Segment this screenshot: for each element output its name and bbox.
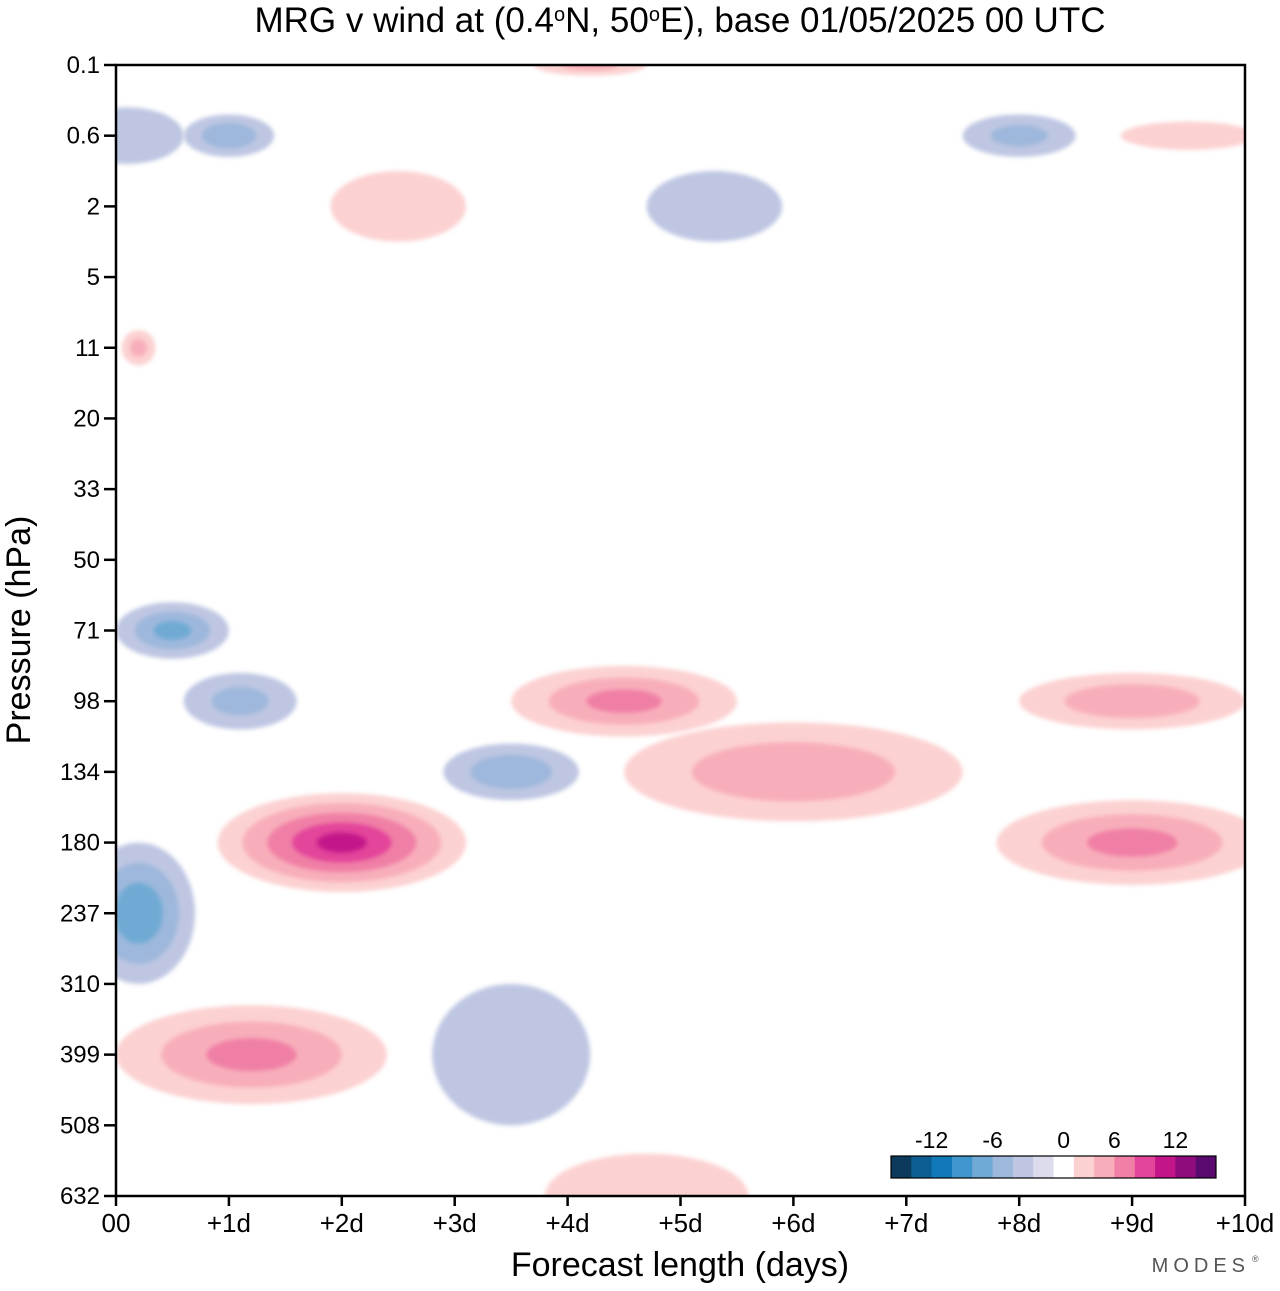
x-tick-label: +2d xyxy=(320,1208,364,1238)
x-axis-label: Forecast length (days) xyxy=(511,1246,849,1284)
y-tick-label: 0.1 xyxy=(67,52,100,79)
y-tick-label: 71 xyxy=(73,618,100,645)
contour-band xyxy=(211,687,269,716)
y-tick-label: 508 xyxy=(60,1112,100,1139)
colorbar-swatch xyxy=(972,1156,994,1178)
colorbar-swatch xyxy=(992,1156,1014,1178)
chart-title: MRG v wind at (0.4oN, 50oE), base 01/05/… xyxy=(254,1,1105,40)
colorbar-frame xyxy=(890,1155,1217,1179)
colorbar-swatch xyxy=(911,1156,933,1178)
y-tick-label: 5 xyxy=(87,264,100,291)
contour-band xyxy=(201,122,256,149)
colorbar-swatch xyxy=(1012,1156,1034,1178)
x-tick-label: +7d xyxy=(884,1208,928,1238)
contour-fill-layer xyxy=(116,65,1245,1196)
y-tick-label: 0.6 xyxy=(67,123,100,150)
x-tick-label: +10d xyxy=(1216,1208,1275,1238)
x-tick-label: +9d xyxy=(1110,1208,1154,1238)
y-tick-label: 632 xyxy=(60,1183,100,1210)
contour-band xyxy=(153,621,192,640)
colorbar-swatch xyxy=(1134,1156,1156,1178)
colorbar-swatch xyxy=(931,1156,953,1178)
contour-band xyxy=(330,171,466,242)
y-tick-label: 33 xyxy=(73,476,100,503)
y-tick-label: 11 xyxy=(75,335,100,362)
y-tick-label: 237 xyxy=(60,900,100,927)
x-tick-label: +8d xyxy=(997,1208,1041,1238)
x-tick-label: +1d xyxy=(207,1208,251,1238)
y-tick-label: 399 xyxy=(60,1042,100,1069)
colorbar-swatch xyxy=(1094,1156,1115,1178)
colorbar-swatch xyxy=(891,1156,912,1178)
y-tick-label: 310 xyxy=(60,971,100,998)
contour-band xyxy=(470,754,552,789)
brand-logo-text: MODES xyxy=(1152,1255,1250,1277)
colorbar-swatch xyxy=(1073,1156,1095,1178)
contour-band xyxy=(990,125,1048,147)
contour-band xyxy=(561,65,619,71)
contour-band xyxy=(116,882,163,944)
colorbar-tick-label: -6 xyxy=(982,1127,1002,1153)
contour-band xyxy=(116,107,184,164)
contour-band xyxy=(1064,684,1200,719)
contour-band xyxy=(646,171,783,242)
x-tick-label: 00 xyxy=(102,1208,131,1238)
colorbar-tick-label: -12 xyxy=(915,1127,948,1153)
brand-registered-mark: ® xyxy=(1252,1254,1259,1264)
y-axis-label: Pressure (hPa) xyxy=(0,516,38,745)
colorbar-tick-label: 6 xyxy=(1108,1127,1121,1153)
contour-band xyxy=(1120,121,1245,150)
contour-band xyxy=(691,742,896,802)
colorbar-swatch xyxy=(1033,1156,1054,1178)
colorbar-swatch xyxy=(1155,1156,1176,1178)
degree-mark: o xyxy=(554,4,565,26)
x-tick-label: +4d xyxy=(546,1208,590,1238)
y-tick-label: 98 xyxy=(73,688,100,715)
y-axis: 0.1 0.6 2 5 11 20 33 50 71 98 134 180 237 310 399 508 63… xyxy=(60,52,116,1210)
colorbar-tick-label: 0 xyxy=(1057,1127,1070,1153)
colorbar-swatch xyxy=(951,1156,973,1178)
x-tick-label: +6d xyxy=(771,1208,815,1238)
degree-mark: o xyxy=(649,4,660,26)
contour-band xyxy=(316,832,367,853)
colorbar-swatch xyxy=(1175,1156,1197,1178)
colorbar: -12 -6 0 6 12 xyxy=(890,1127,1217,1179)
contour-band xyxy=(545,1153,749,1196)
y-tick-label: 50 xyxy=(73,547,100,574)
contour-band xyxy=(586,689,662,713)
contour-band xyxy=(130,338,148,357)
contour-band xyxy=(432,983,591,1126)
colorbar-tick-label: 12 xyxy=(1163,1127,1189,1153)
contour-band xyxy=(206,1038,297,1072)
contour-band xyxy=(1086,828,1178,857)
x-axis: 00 +1d +2d +3d +4d +5d +6d +7d +8d +9d +10d xyxy=(102,1196,1275,1238)
y-tick-label: 134 xyxy=(60,759,100,786)
colorbar-swatch xyxy=(1195,1156,1217,1178)
y-tick-label: 20 xyxy=(73,405,100,432)
x-tick-label: +5d xyxy=(658,1208,702,1238)
x-tick-label: +3d xyxy=(433,1208,477,1238)
y-tick-label: 180 xyxy=(60,830,100,857)
colorbar-swatch xyxy=(1114,1156,1136,1178)
y-tick-label: 2 xyxy=(87,193,100,220)
colorbar-swatch xyxy=(1053,1156,1075,1178)
